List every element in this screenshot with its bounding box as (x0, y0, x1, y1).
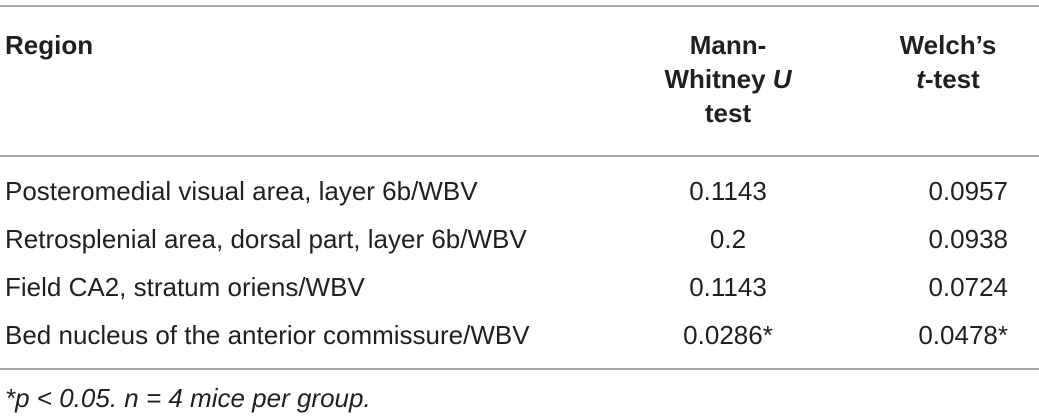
table-cell: 0.0478* (918, 320, 1008, 350)
header-rule (0, 155, 1039, 157)
table-cell: 0.0286* (683, 320, 773, 350)
footnote: *p < 0.05. n = 4 mice per group. (5, 383, 371, 413)
header-text: Whitney (664, 64, 773, 94)
header-text: U (772, 64, 792, 94)
header-text: t (916, 64, 925, 94)
header-text: -test (924, 64, 980, 94)
table-cell: 0.1143 (689, 272, 767, 302)
top-rule (0, 5, 1039, 7)
table-cell: 0.2 (709, 224, 747, 254)
header-text: Mann- (689, 30, 767, 60)
header-text: test (704, 98, 752, 128)
table-cell: Field CA2, stratum oriens/WBV (5, 272, 365, 302)
header-text: Welch’s (899, 30, 997, 60)
table-cell: 0.0957 (928, 176, 1008, 206)
table-cell: 0.1143 (689, 176, 767, 206)
header-cell: Region (5, 30, 94, 60)
header-cell: Welch’s t-test (868, 28, 1028, 96)
table-cell: Retrosplenial area, dorsal part, layer 6… (5, 224, 527, 254)
table-cell: 0.0938 (928, 224, 1008, 254)
table-cell: 0.0724 (928, 272, 1008, 302)
header-cell: Mann- Whitney U test (628, 28, 828, 130)
bottom-rule (0, 368, 1039, 370)
table-cell: Bed nucleus of the anterior commissure/W… (5, 320, 530, 350)
table-cell: Posteromedial visual area, layer 6b/WBV (5, 176, 478, 206)
